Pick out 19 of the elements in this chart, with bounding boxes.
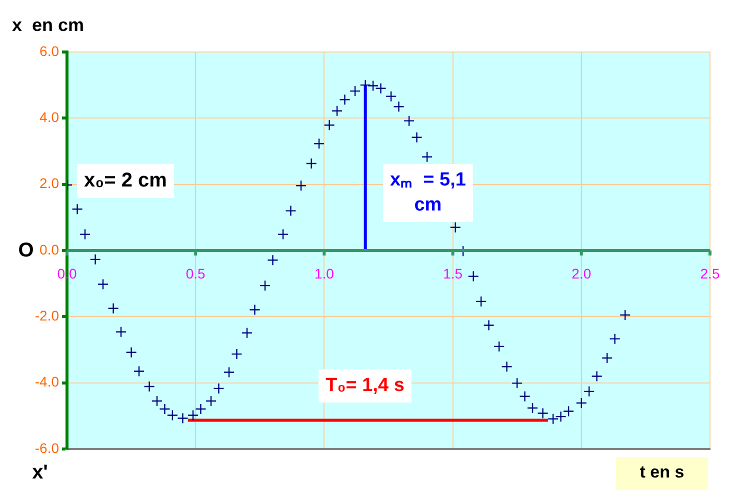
y-tick-label: 4.0 [40,109,60,126]
y-tick-label: -4.0 [34,374,60,390]
y-tick-label: -6.0 [34,440,60,456]
x-tick-label: 1.5 [443,265,463,282]
x-tick-label: 2.0 [572,265,592,282]
x-tick-label: 2.5 [700,265,720,282]
annotation: xₘ = 5,1 cm [390,170,466,216]
y-axis-title: x en cm [12,14,84,35]
x-axis-title: t en s [640,462,684,482]
x-tick-label: 0.5 [186,265,206,282]
x-tick-label: 1.0 [314,265,334,282]
text: x' [32,462,48,484]
y-tick-label: 6.0 [40,42,60,59]
annotation: x₀= 2 cm [84,170,167,192]
y-tick-label: 2.0 [40,175,60,192]
y-tick-label: -2.0 [34,308,60,324]
annotation: T₀= 1,4 s [326,375,404,396]
y-tick-label: 0.0 [40,241,60,258]
text: O [18,240,34,262]
